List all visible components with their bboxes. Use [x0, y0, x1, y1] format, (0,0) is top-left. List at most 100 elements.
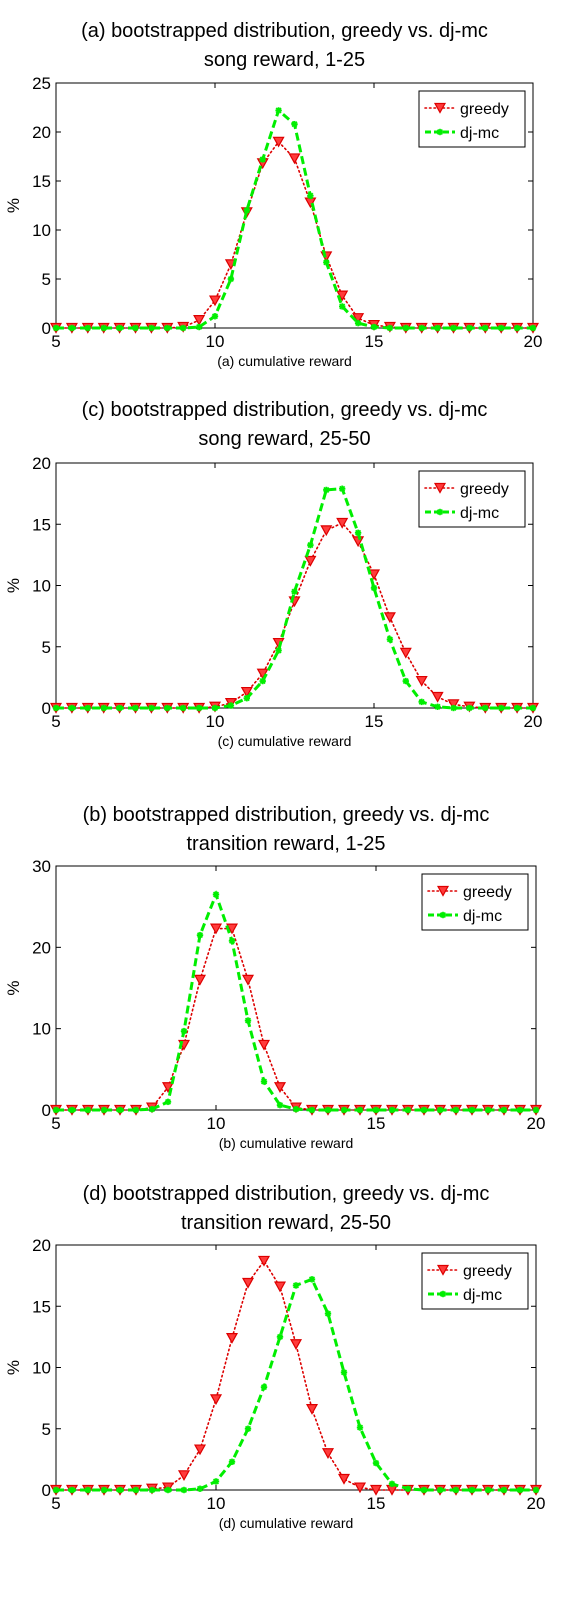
- chart-1-greedy-point: [208, 295, 222, 307]
- chart-3-dj-mc-point: [260, 1078, 268, 1085]
- chart-3-title-line-1: (b) bootstrapped distribution, greedy vs…: [83, 804, 490, 826]
- chart-1-dj-mc-point: [132, 324, 139, 332]
- chart-1-ytick-label: 25: [32, 74, 51, 93]
- chart-4-dj-mc-point: [324, 1310, 332, 1317]
- chart-3: (b) bootstrapped distribution, greedy vs…: [4, 804, 545, 1151]
- chart-3-dj-mc-point: [132, 1106, 140, 1114]
- chart-2-dj-mc-point: [195, 704, 203, 712]
- chart-1-dj-mc-point: [418, 324, 425, 332]
- chart-1-xtick-label: 5: [51, 332, 60, 351]
- chart-2-dj-mc-point: [180, 704, 187, 712]
- chart-3-greedy-point: [273, 1082, 287, 1093]
- chart-4-legend-marker-greedy: [436, 1264, 450, 1276]
- chart-2-legend-label-greedy: greedy: [460, 481, 509, 498]
- chart-3-ytick-label: 10: [32, 1020, 51, 1039]
- chart-1-dj-mc-point: [434, 324, 441, 332]
- chart-4-dj-mc-point: [212, 1478, 220, 1485]
- chart-3-dj-mc-point: [500, 1106, 508, 1114]
- chart-1-dj-mc-point: [180, 324, 187, 332]
- chart-1-dj-mc-point: [386, 324, 394, 332]
- chart-2-title-line-1: (c) bootstrapped distribution, greedy vs…: [82, 399, 488, 421]
- chart-1-dj-mc-point: [370, 323, 378, 331]
- chart-3-xlabel: (b) cumulative reward: [219, 1135, 354, 1151]
- chart-1-ytick-label: 0: [42, 319, 51, 338]
- chart-2-dj-mc-point: [307, 541, 314, 549]
- chart-3-ytick-label: 20: [32, 938, 51, 957]
- chart-4-greedy-point: [337, 1473, 351, 1485]
- chart-2-dj-mc-point: [370, 584, 378, 592]
- chart-2: (c) bootstrapped distribution, greedy vs…: [4, 399, 542, 749]
- chart-3-ytick-label: 30: [32, 857, 51, 876]
- chart-4-dj-mc-point: [436, 1486, 444, 1494]
- chart-4-title-line-1: (d) bootstrapped distribution, greedy vs…: [83, 1183, 490, 1205]
- chart-3-greedy-point: [241, 974, 255, 986]
- chart-2-title-line-2: song reward, 25-50: [198, 428, 370, 450]
- chart-4-greedy-point: [273, 1281, 287, 1293]
- chart-4-greedy-point: [193, 1444, 207, 1456]
- chart-4-ylabel: %: [4, 1360, 23, 1375]
- chart-3-xtick-label: 5: [51, 1114, 60, 1133]
- chart-4-dj-mc-point: [260, 1383, 268, 1391]
- chart-2-dj-mc-point: [84, 704, 91, 712]
- chart-3-dj-mc-point: [116, 1106, 124, 1114]
- chart-4-xlabel: (d) cumulative reward: [219, 1515, 354, 1531]
- chart-3-dj-mc-point: [388, 1106, 396, 1114]
- chart-1-legend-box: [418, 90, 526, 148]
- chart-3-title-line-2: transition reward, 1-25: [187, 833, 386, 855]
- chart-3-xtick-label: 10: [207, 1114, 226, 1133]
- chart-4-dj-mc-point: [484, 1486, 492, 1494]
- chart-1-xtick-label: 15: [365, 332, 384, 351]
- chart-4-dj-mc-point: [68, 1486, 76, 1494]
- chart-1-dj-mc-point: [116, 324, 123, 332]
- chart-2-greedy-point: [383, 612, 396, 624]
- chart-3-dj-mc-point: [100, 1106, 108, 1114]
- chart-1-dj-mc-point: [354, 319, 362, 327]
- chart-1-greedy-point: [352, 313, 365, 324]
- chart-4-ytick-label: 0: [42, 1481, 51, 1500]
- chart-3-xtick-label: 15: [367, 1114, 386, 1133]
- chart-1-series-greedy-line: [55, 140, 534, 329]
- chart-3-legend-box: [421, 873, 529, 931]
- chart-2-xtick-label: 20: [524, 712, 543, 731]
- chart-3-dj-mc-point: [484, 1106, 492, 1114]
- chart-1-dj-mc-point: [529, 324, 537, 332]
- chart-4-xtick-label: 15: [367, 1494, 386, 1513]
- chart-1-dj-mc-point: [482, 324, 489, 332]
- chart-4-xtick-label: 5: [51, 1494, 60, 1513]
- chart-1-dj-mc-point: [52, 324, 60, 332]
- chart-4-dj-mc-point: [228, 1458, 236, 1466]
- chart-2-ylabel: %: [4, 578, 23, 593]
- chart-4-legend-marker-dj-mc: [439, 1290, 447, 1298]
- chart-3-greedy-point: [161, 1082, 175, 1093]
- chart-3-dj-mc-point: [84, 1106, 92, 1114]
- chart-2-ytick-label: 20: [32, 454, 51, 473]
- chart-1-dj-mc-point: [243, 207, 250, 214]
- chart-2-legend-label-dj-mc: dj-mc: [460, 505, 499, 522]
- chart-2-dj-mc-point: [466, 704, 473, 712]
- chart-3-dj-mc-point: [516, 1106, 524, 1114]
- chart-3-legend-label-dj-mc: dj-mc: [463, 908, 502, 925]
- chart-4-dj-mc-point: [388, 1480, 396, 1488]
- chart-1-dj-mc-point: [402, 324, 409, 332]
- chart-2-xtick-label: 15: [365, 712, 384, 731]
- chart-1-dj-mc-point: [164, 324, 171, 332]
- chart-1-xtick-label: 10: [206, 332, 225, 351]
- chart-2-legend-marker-greedy: [433, 482, 447, 494]
- chart-2-ytick-label: 5: [42, 638, 51, 657]
- chart-3-dj-mc-point: [452, 1106, 460, 1114]
- chart-3-legend-label-greedy: greedy: [463, 884, 512, 901]
- chart-4-greedy-point: [241, 1277, 255, 1289]
- chart-3-legend-marker-dj-mc: [439, 911, 447, 919]
- chart-2-ytick-label: 10: [32, 577, 51, 596]
- chart-3-greedy-point: [193, 974, 207, 986]
- chart-4-dj-mc-point: [180, 1486, 188, 1494]
- chart-1-dj-mc-point: [498, 324, 505, 332]
- chart-3-dj-mc-point: [68, 1106, 76, 1114]
- chart-3-dj-mc-point: [372, 1106, 380, 1114]
- chart-2-legend-box: [418, 470, 526, 528]
- chart-1-title-line-2: song reward, 1-25: [204, 49, 365, 71]
- chart-1-dj-mc-point: [100, 324, 107, 332]
- chart-4-dj-mc-point: [292, 1282, 300, 1289]
- chart-4-dj-mc-point: [244, 1425, 252, 1432]
